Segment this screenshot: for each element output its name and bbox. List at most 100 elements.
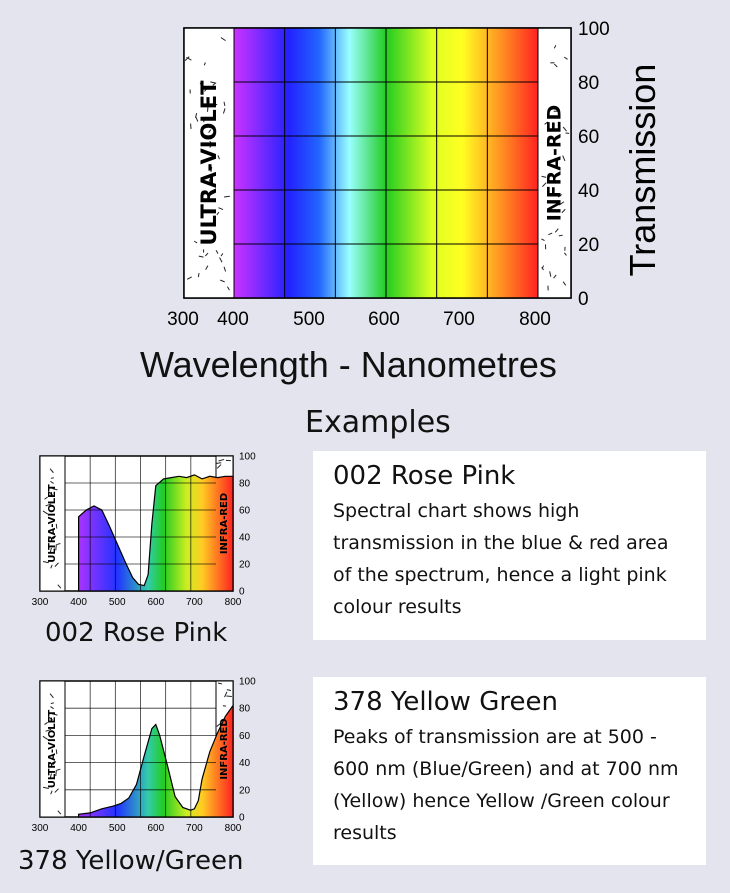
main-x-tick-700: 700 (443, 309, 475, 330)
examples-heading: Examples (305, 405, 451, 440)
example-1-x-tick-400: 400 (70, 597, 87, 608)
example-1-uv-speckle (50, 564, 53, 569)
example-2-uv-speckle (42, 786, 49, 789)
example-2-y-tick-0: 0 (239, 813, 245, 824)
example-1-ir-speckle (216, 464, 222, 469)
example-1-x-tick-800: 800 (225, 597, 242, 608)
main-ir-speckle (558, 234, 563, 237)
main-uv-speckle (213, 103, 218, 106)
main-ir-speckle (554, 228, 559, 233)
main-uv-label: ULTRA-VIOLET (197, 80, 221, 246)
main-uv-speckle (208, 129, 212, 133)
example-2-uv-speckle (54, 788, 59, 793)
main-ir-speckle (558, 201, 565, 206)
main-y-tick-60: 60 (578, 127, 599, 148)
main-uv-speckle (215, 250, 219, 254)
main-uv-speckle (208, 175, 212, 182)
main-ir-speckle (541, 175, 547, 178)
example-1-x-tick-600: 600 (147, 597, 164, 608)
example-2-data-area (78, 703, 234, 818)
example-2-uv-speckle (56, 768, 61, 771)
main-uv-speckle (193, 240, 198, 244)
main-y-tick-100: 100 (578, 19, 610, 40)
example-1-uv-speckle (44, 496, 48, 500)
main-ir-speckle (563, 252, 567, 256)
example-2-ir-speckle (226, 695, 232, 698)
example-1-uv-speckle (42, 560, 49, 564)
main-y-tick-40: 40 (578, 181, 599, 202)
example-2-uv-label: ULTRA-VIOLET (47, 710, 58, 789)
main-ir-speckle (541, 238, 545, 241)
main-ir-speckle (558, 194, 563, 198)
main-y-tick-0: 0 (578, 289, 589, 310)
example-2-y-tick-20: 20 (239, 785, 251, 796)
example-1-card: 002 Rose Pink Spectral chart shows high … (313, 451, 706, 640)
main-uv-speckle (223, 101, 226, 106)
main-ir-speckle (544, 121, 549, 125)
example-2-uv-speckle (42, 735, 49, 741)
main-ir-speckle (553, 63, 558, 68)
main-ylabel: Transmission (622, 64, 663, 277)
main-uv-speckle (203, 62, 206, 66)
example-1-uv-speckle (52, 535, 57, 540)
example-1-ir-speckle (218, 458, 225, 462)
main-x-tick-600: 600 (368, 309, 400, 330)
example-2-uv-speckle (50, 790, 53, 795)
main-plot-frame (183, 27, 572, 299)
main-uv-speckle (218, 207, 224, 211)
main-ir-speckle (553, 274, 557, 279)
example-2-uv-speckle (50, 706, 54, 710)
main-uv-speckle (199, 82, 203, 89)
main-uv-speckle (195, 116, 199, 122)
example-2-uv-speckle (44, 721, 48, 725)
example-2-uv-speckle (47, 716, 53, 721)
example-1-y-tick-20: 20 (239, 560, 251, 571)
main-uv-speckle (220, 253, 224, 257)
main-uv-speckle (224, 195, 230, 198)
example-1-uv-speckle (50, 480, 54, 484)
example-2-y-tick-40: 40 (239, 758, 251, 769)
example-1-y-tick-60: 60 (239, 506, 251, 517)
main-ir-speckle (541, 267, 544, 271)
main-uv-speckle (219, 257, 223, 263)
main-uv-speckle (184, 56, 190, 61)
main-ir-speckle (562, 126, 567, 132)
example-2-ir-speckle (217, 682, 222, 685)
main-ir-speckle (548, 232, 553, 236)
example-2-x-tick-300: 300 (32, 823, 49, 834)
example-2-x-tick-600: 600 (147, 823, 164, 834)
example-1-uv-speckle (47, 490, 53, 496)
main-ir-speckle (563, 56, 568, 60)
example-1-uv-speckle (54, 562, 59, 567)
main-uv-speckle (195, 113, 198, 118)
example-1-uv-speckle (42, 510, 49, 515)
example-1-ir-label: INFRA-RED (219, 493, 230, 554)
example-1-y-tick-100: 100 (239, 452, 256, 463)
example-1-x-tick-300: 300 (32, 597, 49, 608)
main-x-tick-400: 400 (217, 309, 249, 330)
main-y-tick-20: 20 (578, 235, 599, 256)
example-2-caption: 378 Yellow/Green (18, 846, 244, 876)
example-1-x-tick-500: 500 (109, 597, 126, 608)
example-1-caption: 002 Rose Pink (45, 618, 228, 648)
main-uv-speckle (186, 276, 192, 280)
example-2-uv-speckle (55, 770, 57, 777)
example-2-uv-speckle (45, 728, 52, 732)
example-1-y-tick-80: 80 (239, 479, 251, 490)
example-1-ir-speckle (216, 462, 222, 464)
main-uv-speckle (220, 37, 226, 42)
main-ir-label: INFRA-RED (544, 105, 566, 222)
main-uv-speckle (204, 252, 209, 257)
example-1-uv-speckle (45, 503, 52, 507)
example-2-uv-speckle (49, 693, 54, 699)
example-2-uv-speckle (52, 760, 57, 765)
example-1-y-tick-40: 40 (239, 533, 251, 544)
main-uv-speckle (216, 211, 220, 216)
example-1-uv-band (39, 455, 66, 592)
main-x-tick-500: 500 (293, 309, 325, 330)
example-1-uv-speckle (55, 523, 58, 529)
main-uv-speckle (212, 82, 216, 86)
example-2-uv-speckle (55, 749, 58, 755)
main-uv-speckle (205, 265, 209, 270)
